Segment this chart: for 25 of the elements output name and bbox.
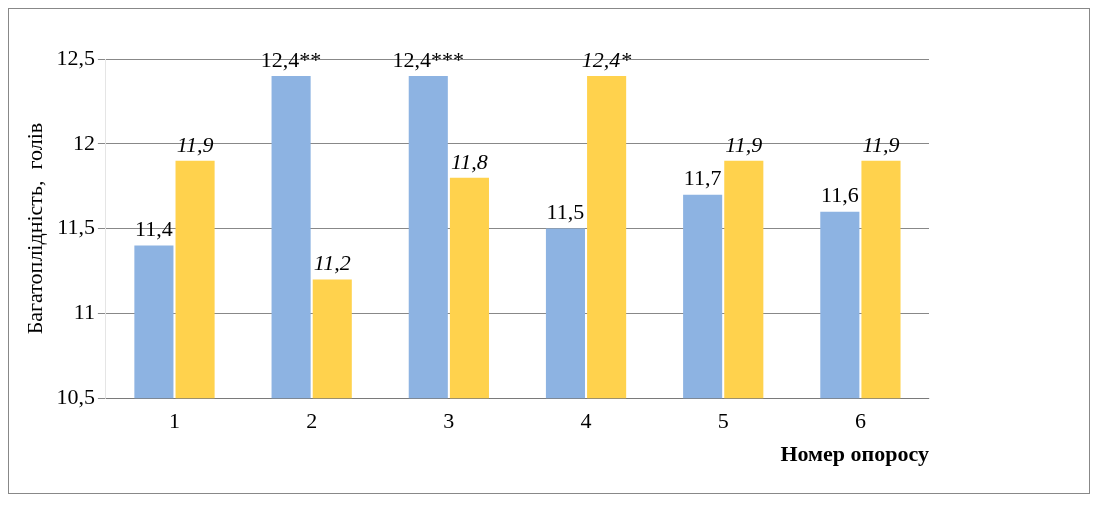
data-label: 12,4*: [581, 46, 632, 72]
x-tick-label: 2: [306, 408, 318, 434]
data-label: 11,4: [135, 216, 173, 242]
data-label: 12,4**: [260, 46, 322, 72]
x-tick-label: 4: [580, 408, 592, 434]
x-tick-label: 3: [443, 408, 455, 434]
y-tick-label: 12,5: [56, 44, 95, 70]
y-tick-label: 11: [73, 299, 95, 325]
data-label: 11,9: [176, 131, 214, 157]
x-tick-label: 5: [717, 408, 729, 434]
data-label: 11,9: [725, 131, 763, 157]
data-label: 11,5: [546, 199, 585, 225]
y-axis-title: Багатоплідність, голів: [21, 122, 47, 335]
data-label: 11,8: [451, 148, 488, 174]
data-label: 11,7: [683, 165, 722, 191]
data-label: 11,9: [862, 131, 900, 157]
x-tick-label: 1: [168, 408, 180, 434]
x-tick-label: 6: [854, 408, 866, 434]
data-label: 12,4***: [392, 46, 465, 72]
x-axis-title: Номер опоросу: [780, 441, 929, 467]
y-tick-label: 11,5: [57, 214, 95, 240]
y-tick-label: 12: [72, 129, 95, 155]
y-tick-label: 10,5: [56, 383, 95, 409]
data-label: 11,2: [313, 250, 351, 276]
data-label: 11,6: [820, 182, 859, 208]
